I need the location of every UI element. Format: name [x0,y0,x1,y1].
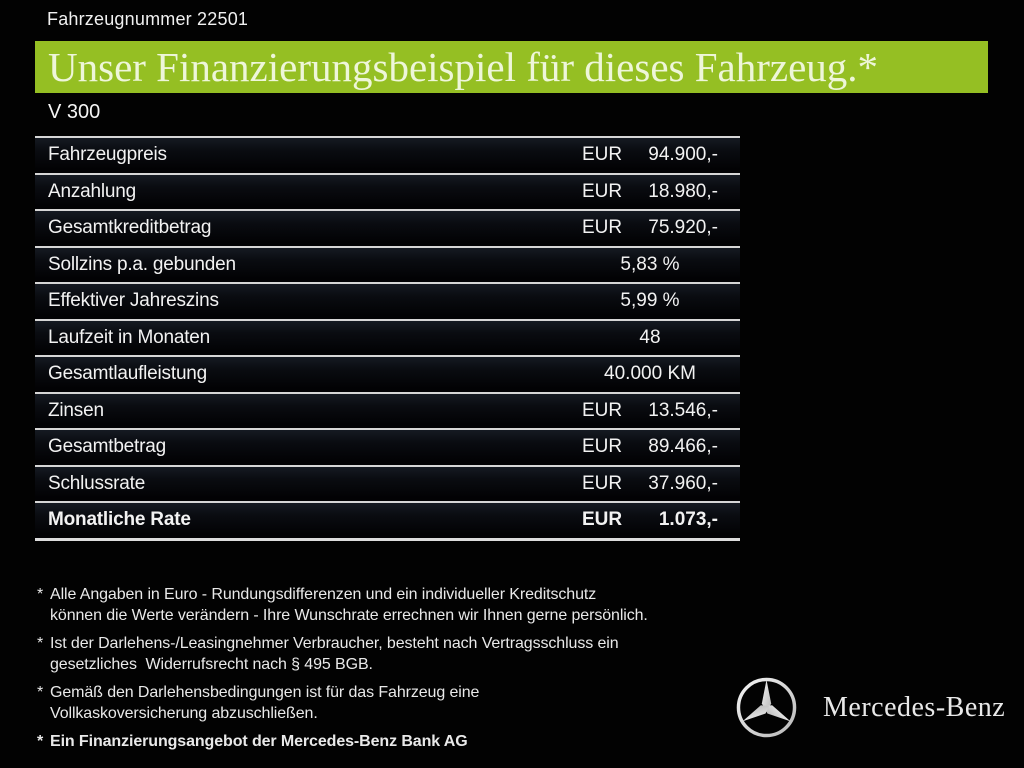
row-value: 40.000 KM [604,363,696,385]
row-value-cell: EUR 94.900,- [544,144,740,166]
row-currency: EUR [582,217,623,239]
footnote-text: Gemäß den Darlehensbedingungen ist für d… [50,684,480,722]
finance-banner: Unser Finanzierungsbeispiel für dieses F… [35,41,988,93]
row-value-cell: EUR 1.073,- [544,509,740,531]
row-value-cell: EUR 75.920,- [544,217,740,239]
row-value: 5,99 % [620,290,680,312]
brand-wordmark: Mercedes-Benz [823,691,1006,723]
table-row-effektiver-jahreszins: Effektiver Jahreszins 5,99 % [35,282,740,319]
row-label: Laufzeit in Monaten [48,326,211,348]
vehicle-number: Fahrzeugnummer 22501 [47,9,249,29]
row-label: Gesamtlaufleistung [48,363,208,385]
footnote-bank-offer: * Ein Finanzierungsangebot der Mercedes-… [37,731,737,752]
row-currency: EUR [582,436,623,458]
table-row-gesamtlaufleistung: Gesamtlaufleistung 40.000 KM [35,355,740,392]
row-value: 89.466,- [648,436,718,458]
table-row-zinsen: Zinsen EUR 13.546,- [35,391,740,428]
footnote-marker: * [37,586,44,603]
row-label: Schlussrate [48,472,146,494]
footnote-marker: * [37,684,44,701]
footnote-rounding: * Alle Angaben in Euro - Rundungsdiffere… [37,584,737,626]
row-value: 48 [639,326,661,348]
row-label: Zinsen [48,399,104,421]
brand: Mercedes-Benz [735,676,1005,739]
footnotes: * Alle Angaben in Euro - Rundungsdiffere… [37,584,737,759]
row-value: 37.960,- [648,472,718,494]
footnote-text: Ein Finanzierungsangebot der Mercedes-Be… [50,733,468,750]
banner-title: Unser Finanzierungsbeispiel für dieses F… [48,44,879,90]
footnote-text: Ist der Darlehens-/Leasingnehmer Verbrau… [50,635,619,673]
row-label: Fahrzeugpreis [48,144,167,166]
row-value-cell: 5,83 % [544,254,740,276]
row-label: Monatliche Rate [48,509,191,531]
row-currency: EUR [582,144,623,166]
footnote-text: Alle Angaben in Euro - Rundungsdifferenz… [50,586,648,624]
table-row-monatliche-rate: Monatliche Rate EUR 1.073,- [35,501,740,538]
table-row-anzahlung: Anzahlung EUR 18.980,- [35,172,740,209]
row-value-cell: 48 [544,327,740,349]
row-value-cell: EUR 13.546,- [544,400,740,422]
row-value: 94.900,- [648,144,718,166]
row-label: Effektiver Jahreszins [48,290,219,312]
row-label: Gesamtkreditbetrag [48,217,212,239]
footnote-marker: * [37,635,44,652]
row-value-cell: EUR 37.960,- [544,473,740,495]
row-value: 1.073,- [658,509,718,531]
row-value-cell: 5,99 % [544,290,740,312]
table-row-laufzeit: Laufzeit in Monaten 48 [35,318,740,355]
row-value: 5,83 % [620,253,680,275]
row-currency: EUR [582,399,623,421]
row-value: 18.980,- [648,180,718,202]
table-row-sollzins: Sollzins p.a. gebunden 5,83 % [35,245,740,282]
table-row-schlussrate: Schlussrate EUR 37.960,- [35,464,740,501]
row-currency: EUR [582,180,623,202]
table-row-fahrzeugpreis: Fahrzeugpreis EUR 94.900,- [35,136,740,173]
row-label: Anzahlung [48,180,136,202]
table-row-gesamtbetrag: Gesamtbetrag EUR 89.466,- [35,428,740,465]
footnote-widerrufsrecht: * Ist der Darlehens-/Leasingnehmer Verbr… [37,633,737,675]
row-value: 13.546,- [648,399,718,421]
row-value-cell: EUR 18.980,- [544,181,740,203]
table-row-gesamtkreditbetrag: Gesamtkreditbetrag EUR 75.920,- [35,209,740,246]
mercedes-star-icon [736,677,797,738]
row-value-cell: 40.000 KM [544,363,740,385]
row-currency: EUR [582,509,623,531]
model-name: V 300 [48,101,101,123]
row-value: 75.920,- [648,217,718,239]
row-currency: EUR [582,472,623,494]
row-label: Gesamtbetrag [48,436,166,458]
row-value-cell: EUR 89.466,- [544,436,740,458]
footnote-vollkasko: * Gemäß den Darlehensbedingungen ist für… [37,682,737,724]
footnote-marker: * [37,733,44,750]
finance-table: Fahrzeugpreis EUR 94.900,- Anzahlung EUR… [35,136,740,541]
row-label: Sollzins p.a. gebunden [48,253,236,275]
